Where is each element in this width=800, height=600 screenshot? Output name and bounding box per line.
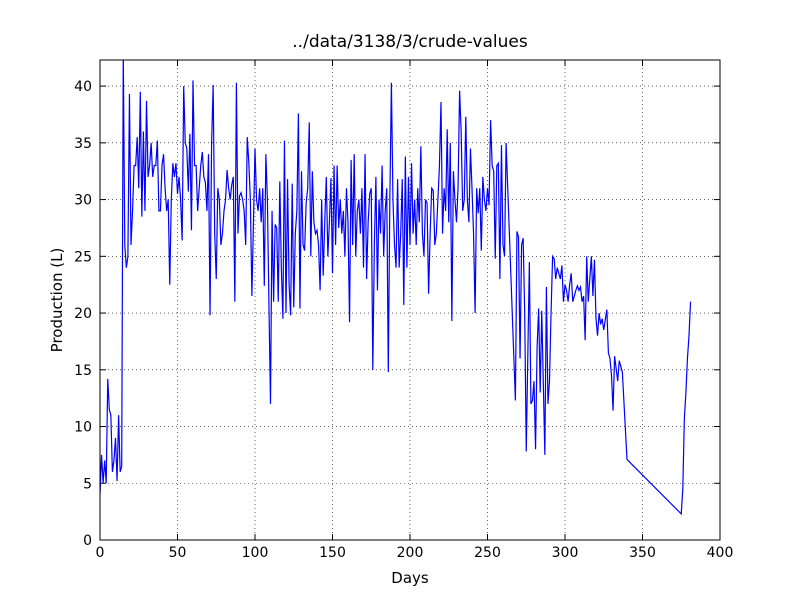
y-tick-label: 30	[74, 193, 92, 209]
y-tick-label: 15	[74, 363, 92, 379]
y-tick-label: 10	[74, 420, 92, 436]
x-tick-label: 0	[96, 545, 105, 561]
y-tick-label: 0	[83, 533, 92, 549]
plot-area: 0 50 100 150 200 250 300 350 400 0 5 10 15 20 25 30 35 40	[74, 59, 734, 561]
x-tick-label: 100	[242, 545, 269, 561]
y-tick-label: 5	[83, 476, 92, 492]
x-axis-label: Days	[391, 569, 429, 587]
y-tick-label: 35	[74, 136, 92, 152]
x-tick-label: 150	[319, 545, 346, 561]
x-tick-label: 350	[629, 545, 656, 561]
x-tick-label: 400	[707, 545, 734, 561]
x-tick-label: 250	[474, 545, 501, 561]
x-tick-label: 200	[397, 545, 424, 561]
x-tick-label: 50	[169, 545, 187, 561]
x-tick-label: 300	[552, 545, 579, 561]
chart-title: ../data/3138/3/crude-values	[292, 32, 528, 52]
y-axis-label: Production (L)	[48, 248, 66, 353]
y-tick-label: 25	[74, 249, 92, 265]
axes-frame	[99, 59, 721, 541]
y-tick-label: 40	[74, 79, 92, 95]
data-line	[100, 60, 692, 516]
y-tick-label: 20	[74, 306, 92, 322]
